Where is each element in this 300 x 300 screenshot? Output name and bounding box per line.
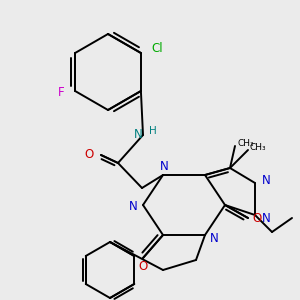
Text: CH₃: CH₃ bbox=[250, 143, 267, 152]
Text: Cl: Cl bbox=[151, 43, 163, 56]
Text: N: N bbox=[129, 200, 137, 214]
Text: O: O bbox=[138, 260, 148, 274]
Text: N: N bbox=[262, 175, 270, 188]
Text: N: N bbox=[134, 128, 142, 142]
Text: N: N bbox=[210, 232, 218, 244]
Text: O: O bbox=[252, 212, 262, 224]
Text: CH₃: CH₃ bbox=[238, 139, 255, 148]
Text: H: H bbox=[149, 126, 157, 136]
Text: F: F bbox=[58, 86, 64, 100]
Text: N: N bbox=[262, 212, 270, 224]
Text: N: N bbox=[160, 160, 168, 172]
Text: O: O bbox=[84, 148, 94, 161]
